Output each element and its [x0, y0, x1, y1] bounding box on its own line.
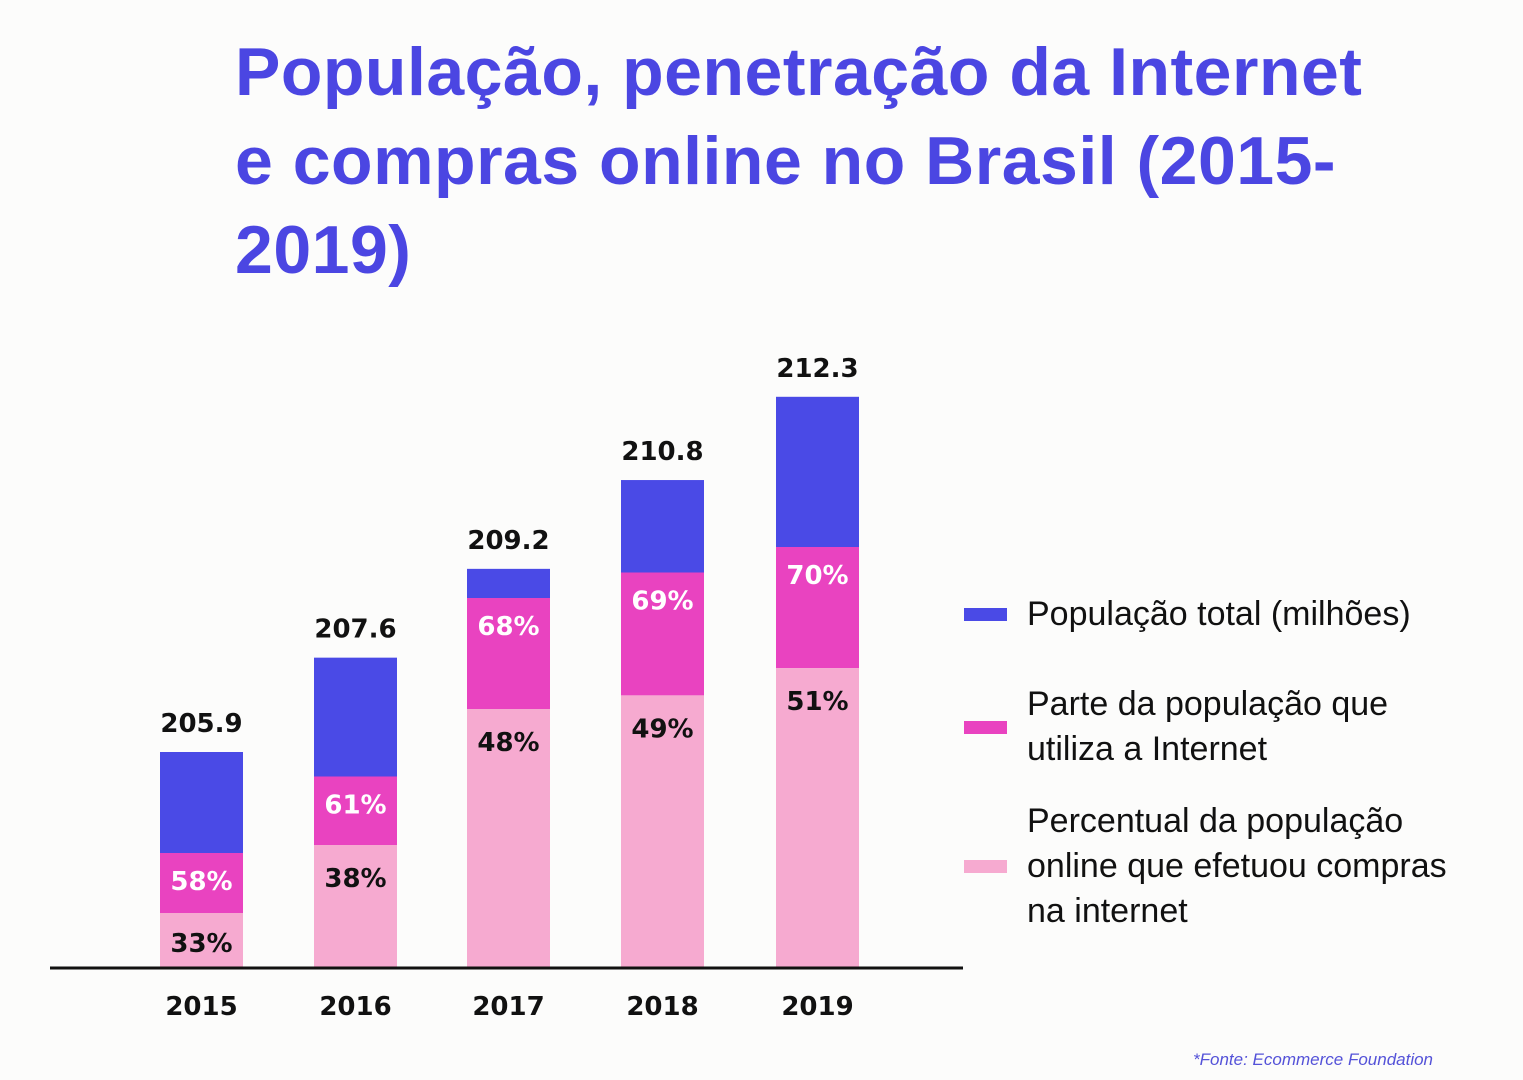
- legend-swatch-internet: [964, 720, 1007, 734]
- x-tick-label-2016: 2016: [319, 992, 391, 1022]
- label-purchases-2015: 33%: [170, 929, 232, 959]
- bar-population-2016: [314, 657, 397, 777]
- label-internet-2015: 58%: [170, 867, 232, 897]
- label-population-2018: 210.8: [621, 437, 703, 467]
- label-population-2019: 212.3: [776, 354, 858, 384]
- legend-label-internet: Parte da população que utiliza a Interne…: [1027, 685, 1389, 768]
- bar-population-2018: [621, 480, 704, 573]
- label-population-2015: 205.9: [160, 709, 242, 739]
- bar-internet-2019: [776, 547, 859, 669]
- legend-label-purchases: Percentual da população online que efetu…: [1027, 802, 1447, 930]
- bar-population-2019: [776, 396, 859, 547]
- label-purchases-2018: 49%: [631, 714, 693, 744]
- legend-item-internet: Parte da população que utiliza a Interne…: [964, 682, 1447, 772]
- chart-title: População, penetração da Internet e comp…: [235, 34, 1363, 288]
- label-internet-2017: 68%: [477, 612, 539, 642]
- bar-internet-2017: [467, 598, 550, 709]
- legend-item-population: População total (milhões): [964, 592, 1487, 637]
- x-tick-label-2015: 2015: [165, 992, 237, 1022]
- legend-swatch-purchases: [964, 860, 1007, 873]
- label-purchases-2016: 38%: [324, 864, 386, 894]
- x-tick-label-2017: 2017: [472, 992, 544, 1022]
- label-population-2016: 207.6: [314, 615, 396, 645]
- bar-internet-2018: [621, 572, 704, 696]
- bar-purchases-2018: [621, 695, 704, 967]
- label-internet-2016: 61%: [324, 791, 386, 821]
- legend-item-purchases: Percentual da população online que efetu…: [964, 799, 1447, 934]
- label-internet-2019: 70%: [786, 561, 848, 591]
- x-tick-label-2019: 2019: [781, 992, 853, 1022]
- bar-population-2017: [467, 568, 550, 598]
- bar-population-2015: [160, 752, 243, 853]
- bar-purchases-2015: [160, 913, 243, 967]
- bar-purchases-2019: [776, 668, 859, 967]
- bar-internet-2015: [160, 853, 243, 913]
- label-purchases-2017: 48%: [477, 728, 539, 758]
- x-tick-label-2018: 2018: [626, 992, 698, 1022]
- bar-purchases-2017: [467, 709, 550, 967]
- label-internet-2018: 69%: [631, 587, 693, 617]
- label-purchases-2019: 51%: [786, 687, 848, 717]
- source-note: *Fonte: Ecommerce Foundation: [1193, 1050, 1434, 1069]
- bar-purchases-2016: [314, 845, 397, 967]
- label-population-2017: 209.2: [467, 526, 549, 556]
- legend-swatch-population: [964, 608, 1007, 621]
- bar-internet-2016: [314, 776, 397, 845]
- legend-label-population: População total (milhões): [1027, 595, 1411, 633]
